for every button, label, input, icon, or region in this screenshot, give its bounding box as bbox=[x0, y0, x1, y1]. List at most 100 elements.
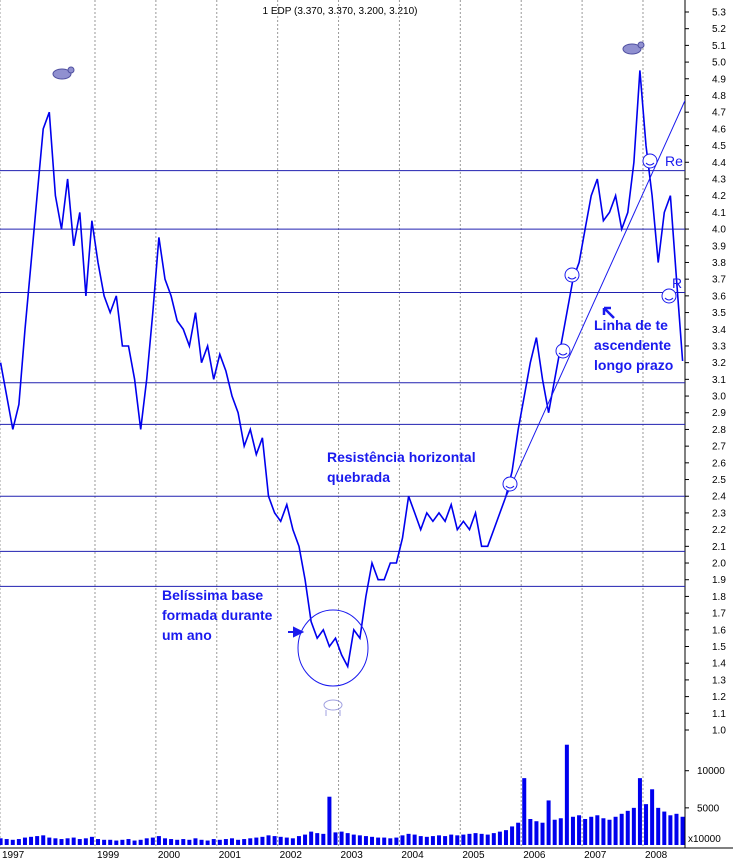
volume-bar bbox=[260, 836, 265, 845]
volume-bar bbox=[601, 818, 606, 845]
volume-bar bbox=[4, 839, 9, 845]
volume-bar bbox=[254, 837, 259, 845]
base-ellipse bbox=[297, 609, 369, 687]
volume-bar bbox=[382, 837, 387, 845]
smiley bbox=[642, 153, 658, 169]
y2-tick-label: 5000 bbox=[697, 803, 720, 814]
volume-bar bbox=[114, 840, 119, 845]
arrow bbox=[288, 626, 305, 638]
y-tick-label: 1.8 bbox=[712, 592, 726, 603]
volume-bar bbox=[546, 800, 551, 845]
y-tick-label: 3.1 bbox=[712, 375, 726, 386]
x-tick-label: 2004 bbox=[401, 850, 424, 860]
y-tick-label: 4.3 bbox=[712, 174, 726, 185]
x-tick-label: 1999 bbox=[97, 850, 120, 860]
volume-bar bbox=[278, 836, 283, 845]
y-tick-label: 2.8 bbox=[712, 425, 726, 436]
volume-bar bbox=[503, 830, 508, 845]
y-tick-label: 2.4 bbox=[712, 492, 726, 503]
y-tick-label: 5.1 bbox=[712, 41, 726, 52]
volume-bar bbox=[144, 838, 149, 845]
volume-bar bbox=[41, 835, 46, 845]
y-tick-label: 3.2 bbox=[712, 358, 726, 369]
volume-bar bbox=[29, 836, 34, 845]
volume-bar bbox=[644, 804, 649, 845]
y-tick-label: 4.8 bbox=[712, 91, 726, 102]
bull-icon bbox=[52, 66, 75, 80]
y-tick-label: 4.7 bbox=[712, 108, 726, 119]
volume-bar bbox=[22, 837, 27, 845]
volume-bar bbox=[65, 838, 70, 845]
y-tick-label: 3.7 bbox=[712, 275, 726, 286]
volume-bar bbox=[424, 836, 429, 845]
volume-bar bbox=[59, 839, 64, 845]
volume-bar bbox=[315, 833, 320, 845]
volume-bar bbox=[0, 838, 3, 845]
volume-bar bbox=[351, 834, 356, 845]
volume-bar bbox=[242, 839, 247, 845]
volume-bar bbox=[169, 839, 174, 845]
volume-bar bbox=[290, 838, 295, 845]
volume-bar bbox=[631, 807, 636, 845]
y-tick-label: 3.0 bbox=[712, 392, 726, 403]
y-tick-label: 4.9 bbox=[712, 74, 726, 85]
volume-bar bbox=[248, 838, 253, 845]
volume-bar bbox=[619, 813, 624, 845]
y-tick-label: 3.4 bbox=[712, 325, 726, 336]
annotation: um ano bbox=[162, 627, 212, 643]
y-tick-label: 2.5 bbox=[712, 475, 726, 486]
volume-bar bbox=[668, 815, 673, 845]
y2-tick-label: 10000 bbox=[697, 766, 725, 777]
y-tick-label: 4.2 bbox=[712, 191, 726, 202]
y-tick-label: 2.7 bbox=[712, 442, 726, 453]
smiley bbox=[502, 476, 518, 492]
volume-bar bbox=[662, 811, 667, 845]
volume-bar bbox=[528, 819, 533, 845]
volume-bar bbox=[345, 833, 350, 845]
x-tick-label: 2007 bbox=[584, 850, 607, 860]
volume-bar bbox=[132, 840, 137, 845]
volume-bar bbox=[570, 816, 575, 845]
volume-bar bbox=[321, 833, 326, 845]
volume-bar bbox=[363, 836, 368, 845]
volume-bar bbox=[613, 816, 618, 845]
bear-icon bbox=[323, 699, 343, 716]
volume-bar bbox=[370, 836, 375, 845]
volume-bar bbox=[272, 836, 277, 845]
volume-bar bbox=[577, 815, 582, 845]
volume-bar bbox=[534, 821, 539, 845]
volume-bar bbox=[516, 822, 521, 845]
y-tick-label: 2.2 bbox=[712, 525, 726, 536]
x-tick-label: 2002 bbox=[280, 850, 303, 860]
y-tick-label: 2.6 bbox=[712, 458, 726, 469]
plot-area: Resistência horizontal quebrada Belíssima … bbox=[0, 0, 685, 848]
volume-bar bbox=[303, 834, 308, 845]
volume-bar bbox=[443, 836, 448, 845]
volume-bar bbox=[564, 744, 569, 845]
trend-line bbox=[504, 100, 685, 500]
smiley bbox=[555, 343, 571, 359]
volume-bar bbox=[430, 836, 435, 845]
volume-bar bbox=[583, 819, 588, 845]
volume-bar bbox=[10, 839, 15, 845]
annotation: quebrada bbox=[327, 469, 390, 485]
y-tick-label: 4.0 bbox=[712, 225, 726, 236]
x-tick-label: 2003 bbox=[341, 850, 364, 860]
volume-bar bbox=[266, 835, 271, 845]
volume-bar bbox=[510, 826, 515, 845]
y-tick-label: 1.9 bbox=[712, 575, 726, 586]
volume-bar bbox=[674, 813, 679, 845]
volume-bar bbox=[96, 839, 101, 845]
y-tick-label: 1.0 bbox=[712, 726, 726, 737]
x-tick-label: 2006 bbox=[523, 850, 546, 860]
y2-unit-label: x10000 bbox=[688, 834, 721, 845]
volume-bar bbox=[412, 834, 417, 845]
annotation: longo prazo bbox=[594, 357, 673, 373]
volume-bar bbox=[449, 834, 454, 845]
volume-bar bbox=[89, 836, 94, 845]
volume-bar bbox=[150, 837, 155, 845]
volume-bar bbox=[485, 834, 490, 845]
volume-bar bbox=[284, 837, 289, 845]
volume-bar bbox=[83, 838, 88, 845]
